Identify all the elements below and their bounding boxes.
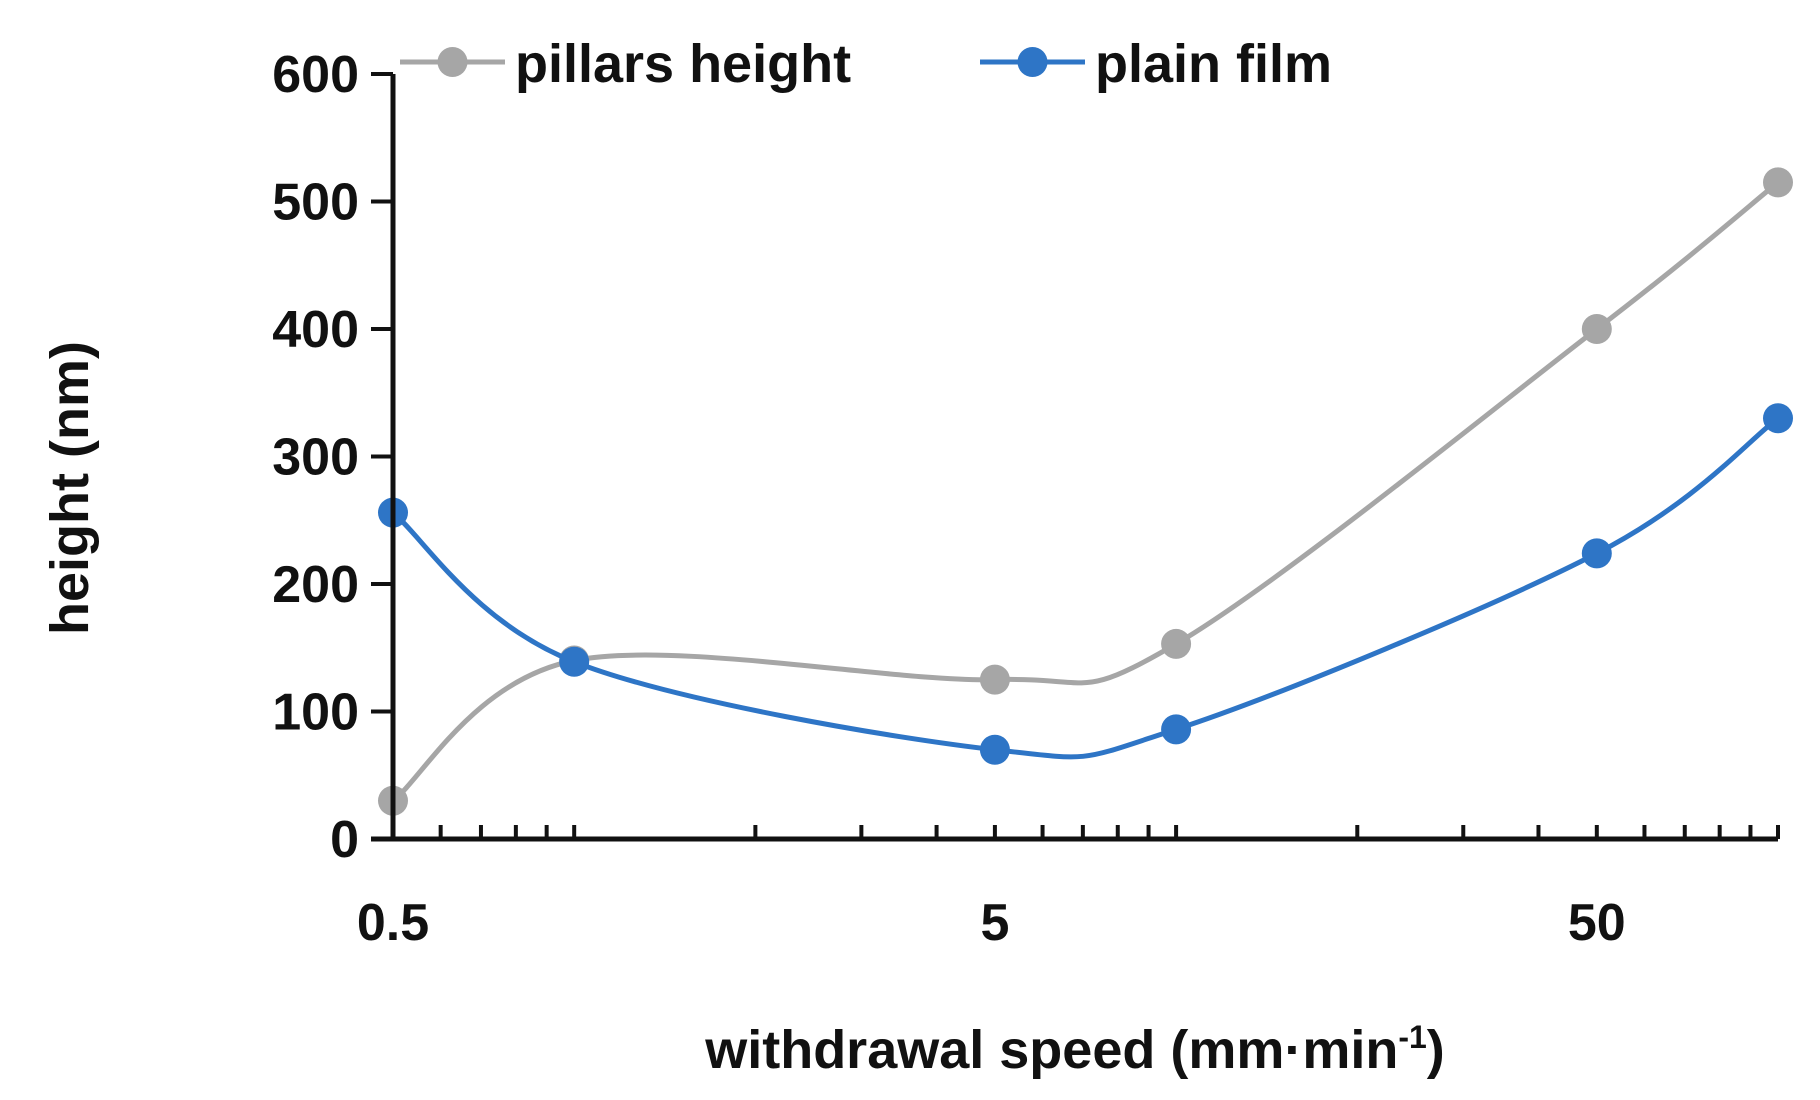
data-point — [1581, 538, 1612, 569]
y-ticks: 0 100 200 300 400 500 600 — [272, 46, 393, 869]
legend-swatch-marker — [1017, 47, 1048, 77]
data-point — [979, 734, 1010, 765]
data-point — [1763, 167, 1793, 198]
y-tick-label: 400 — [272, 301, 359, 359]
series-line — [390, 179, 1781, 804]
y-tick-label: 500 — [272, 174, 359, 232]
y-tick-label: 600 — [272, 46, 359, 104]
series-group — [378, 167, 1793, 816]
plot-area: 0 100 200 300 400 500 600 0.5 5 50 — [272, 46, 1793, 952]
x-axis-title: withdrawal speed (mm·min-1) — [704, 1019, 1445, 1080]
y-tick-label: 0 — [330, 811, 359, 869]
legend-item: pillars height — [400, 34, 851, 94]
x-tick-label: 0.5 — [357, 894, 429, 952]
y-tick-label: 300 — [272, 429, 359, 487]
legend-item: plain film — [980, 34, 1332, 94]
x-ticks: 0.5 5 50 — [357, 825, 1780, 952]
y-tick-label: 200 — [272, 556, 359, 614]
series-0 — [378, 167, 1793, 816]
y-tick-label: 100 — [272, 684, 359, 742]
series-line — [390, 415, 1781, 760]
x-axis-title-main: withdrawal speed (mm·min — [704, 1020, 1398, 1080]
data-point — [1161, 714, 1192, 745]
data-point — [1581, 314, 1612, 344]
data-point — [1763, 403, 1793, 434]
x-axis-title-suffix: ) — [1427, 1020, 1445, 1080]
x-axis-title-superscript: -1 — [1398, 1019, 1426, 1055]
data-point — [1161, 628, 1192, 659]
data-point — [559, 646, 590, 677]
x-tick-label: 5 — [980, 894, 1009, 952]
x-tick-label: 50 — [1568, 894, 1626, 952]
legend-swatch-marker — [437, 47, 468, 77]
legend-label: pillars height — [515, 34, 851, 94]
legend-label: plain film — [1095, 34, 1332, 94]
legend: pillars height plain film — [400, 34, 1332, 94]
data-point — [979, 664, 1010, 695]
y-axis-title: height (nm) — [40, 341, 100, 635]
series-1 — [378, 403, 1793, 765]
